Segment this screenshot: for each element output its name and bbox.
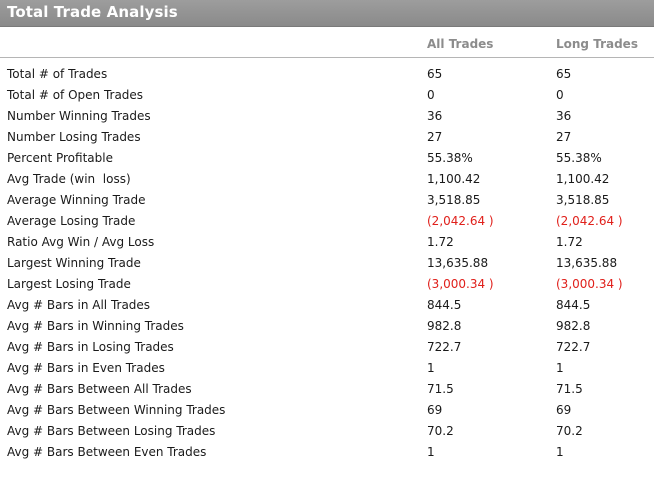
all-trades-value: 3,518.85 xyxy=(427,193,481,207)
all-trades-value: 1.72 xyxy=(427,235,454,249)
row-label: Avg Trade (win loss) xyxy=(7,172,131,186)
long-trades-value: 1,100.42 xyxy=(556,172,610,186)
long-trades-value: 36 xyxy=(556,109,572,123)
row-label: Ratio Avg Win / Avg Loss xyxy=(7,235,155,249)
table-row: Avg # Bars in Winning Trades 982.8 982.8 xyxy=(0,316,654,337)
all-trades-value: 982.8 xyxy=(427,319,462,333)
all-trades-value: 27 xyxy=(427,130,443,144)
stats-table: Total # of Trades 65 65 Total # of Open Tra… xyxy=(0,64,654,463)
column-header-long-trades: Long Trades xyxy=(556,37,638,51)
all-trades-value: 1,100.42 xyxy=(427,172,481,186)
long-trades-value: 27 xyxy=(556,130,572,144)
row-label: Number Losing Trades xyxy=(7,130,141,144)
row-label: Avg # Bars Between Winning Trades xyxy=(7,403,226,417)
table-row: Avg # Bars in Even Trades 1 1 xyxy=(0,358,654,379)
long-trades-value: 69 xyxy=(556,403,572,417)
table-row: Avg # Bars Between Losing Trades 70.2 70.2 xyxy=(0,421,654,442)
row-label: Avg # Bars in Even Trades xyxy=(7,361,165,375)
row-label: Avg # Bars Between All Trades xyxy=(7,382,192,396)
table-row: Average Winning Trade 3,518.85 3,518.85 xyxy=(0,190,654,211)
row-label: Total # of Open Trades xyxy=(7,88,144,102)
table-header: All Trades Long Trades xyxy=(0,34,654,56)
all-trades-value: 36 xyxy=(427,109,443,123)
long-trades-value: (2,042.64 ) xyxy=(556,214,623,228)
long-trades-value: 844.5 xyxy=(556,298,591,312)
row-label: Number Winning Trades xyxy=(7,109,151,123)
all-trades-value: 844.5 xyxy=(427,298,462,312)
row-label: Total # of Trades xyxy=(7,67,108,81)
all-trades-value: (3,000.34 ) xyxy=(427,277,494,291)
long-trades-value: 65 xyxy=(556,67,572,81)
row-label: Percent Profitable xyxy=(7,151,113,165)
all-trades-value: (2,042.64 ) xyxy=(427,214,494,228)
table-row: Number Losing Trades 27 27 xyxy=(0,127,654,148)
row-label: Average Winning Trade xyxy=(7,193,146,207)
table-row: Avg # Bars in Losing Trades 722.7 722.7 xyxy=(0,337,654,358)
table-row: Largest Winning Trade 13,635.88 13,635.88 xyxy=(0,253,654,274)
row-label: Average Losing Trade xyxy=(7,214,136,228)
table-row: Ratio Avg Win / Avg Loss 1.72 1.72 xyxy=(0,232,654,253)
all-trades-value: 13,635.88 xyxy=(427,256,489,270)
row-label: Avg # Bars in All Trades xyxy=(7,298,151,312)
row-label: Avg # Bars Between Losing Trades xyxy=(7,424,216,438)
long-trades-value: 55.38% xyxy=(556,151,602,165)
table-row: Avg # Bars in All Trades 844.5 844.5 xyxy=(0,295,654,316)
long-trades-value: 722.7 xyxy=(556,340,591,354)
row-label: Avg # Bars Between Even Trades xyxy=(7,445,207,459)
all-trades-value: 71.5 xyxy=(427,382,454,396)
all-trades-value: 65 xyxy=(427,67,443,81)
table-row: Number Winning Trades 36 36 xyxy=(0,106,654,127)
column-header-all-trades: All Trades xyxy=(427,37,494,51)
long-trades-value: 0 xyxy=(556,88,564,102)
table-row: Total # of Trades 65 65 xyxy=(0,64,654,85)
long-trades-value: (3,000.34 ) xyxy=(556,277,623,291)
table-row: Avg # Bars Between Even Trades 1 1 xyxy=(0,442,654,463)
header-divider xyxy=(0,57,654,58)
table-row: Percent Profitable 55.38% 55.38% xyxy=(0,148,654,169)
table-row: Largest Losing Trade (3,000.34 ) (3,000.34… xyxy=(0,274,654,295)
table-row: Avg Trade (win loss) 1,100.42 1,100.42 xyxy=(0,169,654,190)
all-trades-value: 1 xyxy=(427,361,435,375)
long-trades-value: 70.2 xyxy=(556,424,583,438)
row-label: Largest Winning Trade xyxy=(7,256,141,270)
row-label: Avg # Bars in Losing Trades xyxy=(7,340,174,354)
long-trades-value: 3,518.85 xyxy=(556,193,610,207)
table-row: Avg # Bars Between Winning Trades 69 69 xyxy=(0,400,654,421)
all-trades-value: 55.38% xyxy=(427,151,473,165)
long-trades-value: 71.5 xyxy=(556,382,583,396)
all-trades-value: 1 xyxy=(427,445,435,459)
long-trades-value: 1 xyxy=(556,445,564,459)
all-trades-value: 722.7 xyxy=(427,340,462,354)
title-bar: Total Trade Analysis xyxy=(0,0,654,27)
table-row: Total # of Open Trades 0 0 xyxy=(0,85,654,106)
all-trades-value: 69 xyxy=(427,403,443,417)
long-trades-value: 1 xyxy=(556,361,564,375)
long-trades-value: 13,635.88 xyxy=(556,256,618,270)
long-trades-value: 982.8 xyxy=(556,319,591,333)
table-row: Average Losing Trade (2,042.64 ) (2,042.64… xyxy=(0,211,654,232)
all-trades-value: 0 xyxy=(427,88,435,102)
row-label: Avg # Bars in Winning Trades xyxy=(7,319,184,333)
table-row: Avg # Bars Between All Trades 71.5 71.5 xyxy=(0,379,654,400)
long-trades-value: 1.72 xyxy=(556,235,583,249)
page-title: Total Trade Analysis xyxy=(7,3,178,21)
row-label: Largest Losing Trade xyxy=(7,277,131,291)
all-trades-value: 70.2 xyxy=(427,424,454,438)
